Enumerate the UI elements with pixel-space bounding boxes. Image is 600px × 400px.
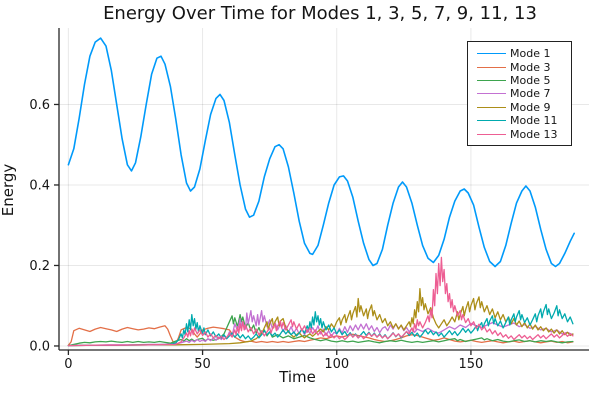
legend-item-mode-5: Mode 5 [477, 74, 565, 87]
legend-label: Mode 9 [510, 100, 551, 114]
series-line-mode-5 [67, 313, 574, 347]
y-tick-label: 0.6 [29, 98, 50, 113]
y-tick-label: 0.4 [29, 178, 50, 193]
series-line-mode-13 [67, 256, 574, 347]
y-tick-label: 0.0 [29, 339, 50, 354]
legend-label: Mode 3 [510, 60, 551, 74]
legend-label: Mode 7 [510, 87, 551, 101]
legend-item-mode-3: Mode 3 [477, 60, 565, 74]
series-line-mode-3 [67, 325, 574, 346]
legend-line-swatch [477, 106, 506, 108]
y-axis-label: Energy [0, 163, 17, 217]
chart-title: Energy Over Time for Modes 1, 3, 5, 7, 9… [103, 3, 537, 24]
series-line-mode-1 [67, 37, 575, 268]
x-tick-label: 0 [64, 357, 72, 372]
legend-line-swatch [477, 66, 506, 68]
legend-item-mode-13: Mode 13 [477, 127, 565, 141]
legend: Mode 1 Mode 3 Mode 5 Mode 7 Mode 9 Mode 11 Mod… [467, 41, 572, 146]
legend-line-swatch [477, 133, 506, 135]
series-line-mode-9 [67, 287, 574, 347]
legend-label: Mode 13 [510, 127, 558, 141]
y-tick-label: 0.2 [29, 259, 50, 274]
x-tick-label: 50 [194, 357, 211, 372]
legend-item-mode-7: Mode 7 [477, 87, 565, 100]
legend-line-swatch [477, 120, 506, 122]
legend-item-mode-9: Mode 9 [477, 101, 565, 114]
legend-line-swatch [477, 53, 506, 55]
legend-label: Mode 5 [510, 73, 551, 87]
x-tick-label: 150 [459, 357, 484, 372]
x-tick-label: 100 [324, 357, 349, 372]
legend-label: Mode 11 [510, 114, 558, 128]
legend-line-swatch [477, 79, 506, 81]
legend-line-swatch [477, 93, 506, 95]
x-axis-label: Time [279, 368, 316, 386]
legend-item-mode-1: Mode 1 [477, 47, 565, 60]
legend-label: Mode 1 [510, 47, 551, 61]
legend-item-mode-11: Mode 11 [477, 114, 565, 127]
